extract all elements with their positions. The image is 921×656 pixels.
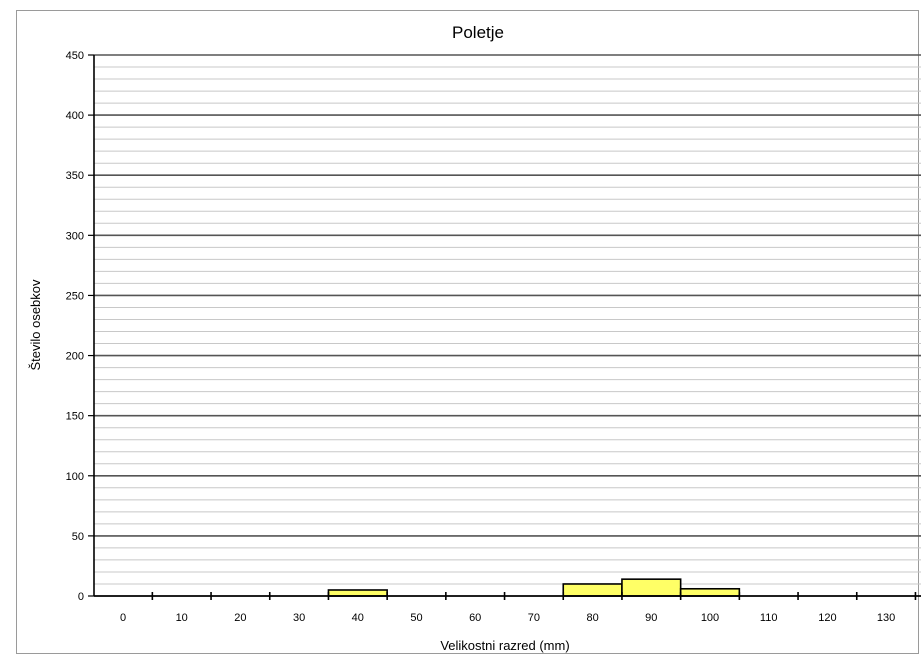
y-tick-label: 50 (72, 531, 84, 543)
x-tick-label: 90 (645, 612, 657, 624)
x-tick-label: 50 (410, 612, 422, 624)
x-tick-label: 10 (176, 612, 188, 624)
x-tick-label: 100 (701, 612, 719, 624)
y-tick-label: 300 (66, 230, 84, 242)
bar (327, 589, 388, 597)
y-tick-label: 400 (66, 110, 84, 122)
y-tick-label: 350 (66, 170, 84, 182)
y-tick-label: 0 (78, 591, 84, 603)
x-tick-label: 30 (293, 612, 305, 624)
x-tick-label: 40 (352, 612, 364, 624)
y-tick-label: 250 (66, 290, 84, 302)
x-tick-label: 110 (760, 612, 778, 624)
x-tick-label: 20 (234, 612, 246, 624)
y-tick-label: 450 (66, 50, 84, 62)
chart-title: Poletje (452, 23, 504, 42)
y-tick-label: 100 (66, 471, 84, 483)
y-axis-title: Število osebkov (28, 279, 43, 371)
x-tick-label: 70 (528, 612, 540, 624)
bars (327, 578, 741, 597)
bar (562, 583, 623, 597)
bar (679, 587, 741, 597)
x-tick-label: 0 (120, 612, 126, 624)
axes (88, 54, 921, 600)
y-tick-label: 200 (66, 351, 84, 363)
bar (621, 578, 682, 597)
y-tick-label: 150 (66, 411, 84, 423)
x-axis-title: Velikostni razred (mm) (440, 638, 569, 653)
tick-labels: 0 50 100 150 200 250 300 350 400 450 0 10 20 30 40 50 60… (66, 50, 896, 624)
x-tick-label: 130 (877, 612, 895, 624)
x-tick-label: 120 (818, 612, 836, 624)
grid-lines (94, 54, 921, 585)
x-tick-label: 80 (586, 612, 598, 624)
x-tick-label: 60 (469, 612, 481, 624)
